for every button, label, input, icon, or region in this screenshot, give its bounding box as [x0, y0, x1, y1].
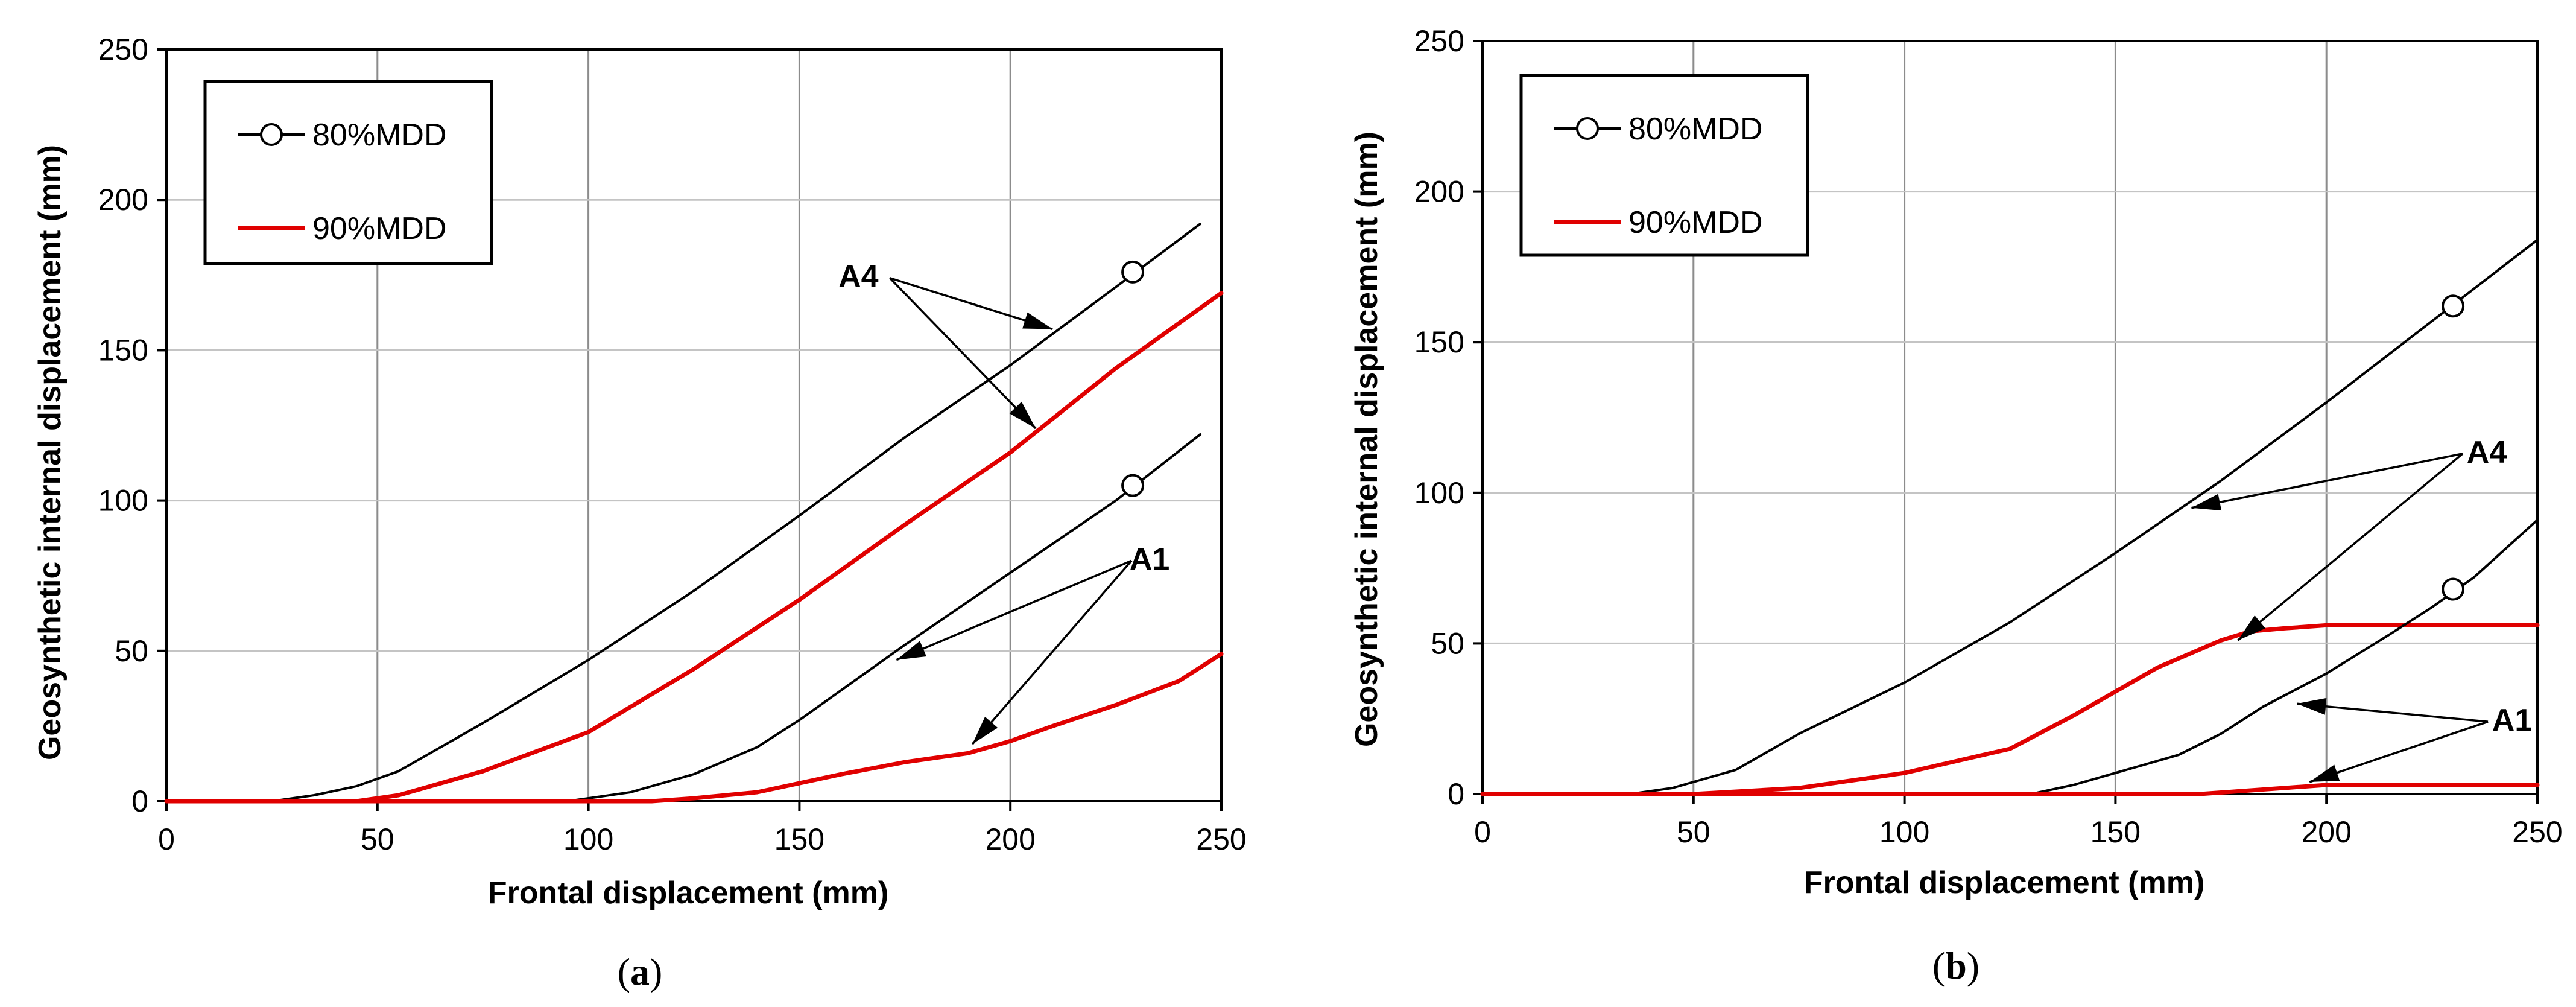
caption-b: (b): [1932, 944, 1979, 987]
series-marker: [1121, 260, 1145, 284]
legend-marker: [1576, 117, 1599, 140]
legend-box: [1519, 74, 1809, 257]
annotation-arrow-head: [2238, 615, 2266, 641]
axis-ticks: 0 50 100 150 200 250 0 50 100 150 200 250: [1414, 24, 2563, 849]
annotation-label: A1: [2492, 703, 2532, 738]
annotation-arrow-line: [896, 559, 1132, 661]
annotation-arrow-line: [971, 560, 1133, 745]
series-marker: [2442, 577, 2465, 601]
axis-ticks: 0 50 100 150 200 250 0 50 100 150 200 250: [98, 33, 1247, 856]
x-tick-label: 50: [361, 822, 394, 856]
chart-panel-a: Geosynthetic internal displacement (mm) …: [33, 33, 1247, 993]
annotation-arrow-line: [889, 277, 1037, 430]
series-group: [164, 223, 1224, 804]
legend-label: 80%MDD: [1628, 112, 1763, 147]
series-line-2: [165, 433, 1201, 802]
y-axis-title: Geosynthetic internal displacement (mm): [33, 145, 68, 760]
x-tick-label: 0: [158, 822, 175, 856]
annotation-arrow-head: [896, 641, 926, 660]
x-axis-title: Frontal displacement (mm): [1804, 865, 2205, 900]
annotations: A4 A1: [2191, 435, 2532, 783]
gridlines: [166, 49, 1221, 801]
series-line-1: [164, 291, 1224, 804]
series-line-3: [164, 652, 1224, 804]
svg-text:(b): (b): [1932, 944, 1979, 987]
series-marker: [1121, 474, 1145, 497]
x-tick-label: 100: [1879, 815, 1929, 849]
series-line-0: [1481, 238, 2539, 795]
annotation-arrow-line: [2297, 702, 2489, 723]
annotation-label: A4: [2467, 435, 2507, 470]
y-tick-label: 250: [1414, 24, 1464, 58]
annotation-label: A4: [838, 259, 879, 294]
x-tick-label: 250: [1196, 822, 1246, 856]
annotation-arrow-head: [2309, 764, 2340, 783]
series-line-3: [1480, 783, 2540, 796]
annotation-arrow-head: [2191, 494, 2222, 511]
y-tick-label: 100: [98, 484, 148, 518]
series-line-1: [1480, 623, 2540, 796]
annotations: A4 A1: [838, 259, 1169, 745]
x-tick-label: 50: [1677, 815, 1710, 849]
series-line-0: [165, 223, 1201, 802]
y-tick-label: 0: [131, 784, 148, 818]
annotation-arrow-line: [2191, 453, 2463, 509]
annotation-arrow-line: [2237, 453, 2464, 641]
x-tick-label: 150: [774, 822, 824, 856]
annotation-arrow-head: [2297, 697, 2327, 715]
series-marker: [2442, 294, 2465, 318]
y-tick-label: 250: [98, 33, 148, 66]
y-tick-label: 50: [1431, 626, 1464, 660]
y-tick-label: 200: [1414, 175, 1464, 209]
x-tick-label: 100: [563, 822, 613, 856]
legend-label: 90%MDD: [312, 211, 447, 246]
legend-box: [203, 80, 493, 265]
caption-letter: a: [630, 950, 650, 993]
annotation-label: A1: [1130, 542, 1169, 577]
legend: 80%MDD 90%MDD: [1519, 74, 1809, 257]
y-axis-title: Geosynthetic internal displacement (mm): [1349, 132, 1384, 747]
x-tick-label: 250: [2512, 815, 2562, 849]
x-tick-label: 150: [2090, 815, 2141, 849]
series-line-2: [1481, 518, 2539, 795]
annotation-arrow-head: [972, 716, 998, 745]
legend-label: 80%MDD: [312, 118, 447, 153]
svg-text:(a): (a): [618, 950, 663, 993]
legend-label: 90%MDD: [1628, 205, 1763, 240]
y-tick-label: 50: [115, 634, 148, 668]
legend-marker: [260, 123, 283, 146]
y-tick-label: 100: [1414, 476, 1464, 510]
series-group: [1480, 238, 2540, 796]
y-tick-label: 200: [98, 183, 148, 217]
y-tick-label: 150: [1414, 325, 1464, 359]
y-tick-label: 150: [98, 333, 148, 367]
plot-frame: [165, 48, 1223, 802]
x-axis-title: Frontal displacement (mm): [488, 875, 889, 910]
y-tick-label: 0: [1448, 777, 1464, 811]
x-tick-label: 0: [1474, 815, 1491, 849]
annotation-arrow-head: [1022, 312, 1053, 329]
x-tick-label: 200: [2301, 815, 2351, 849]
x-tick-label: 200: [985, 822, 1035, 856]
legend: 80%MDD 90%MDD: [203, 80, 493, 265]
chart-panel-b: Geosynthetic internal displacement (mm) …: [1349, 24, 2563, 987]
annotation-arrow-line: [2309, 720, 2489, 783]
annotation-arrow-head: [1009, 401, 1036, 428]
caption-a: (a): [618, 950, 663, 993]
caption-letter: b: [1945, 944, 1967, 987]
